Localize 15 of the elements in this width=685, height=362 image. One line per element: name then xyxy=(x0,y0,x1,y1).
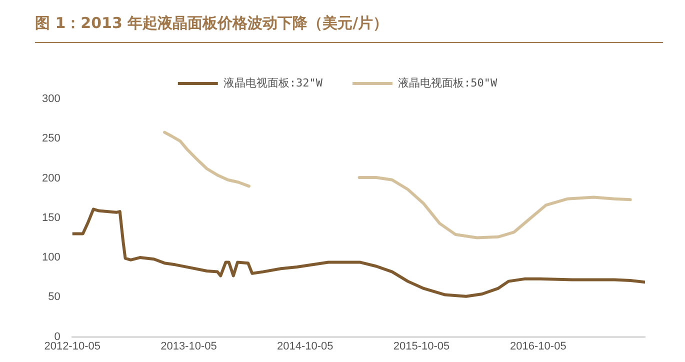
x-tick-label: 2013-10-05 xyxy=(160,340,217,352)
y-tick-label: 300 xyxy=(42,93,60,106)
y-tick-label: 200 xyxy=(42,172,60,184)
x-tick-label: 2016-10-05 xyxy=(510,340,566,352)
y-tick-label: 0 xyxy=(54,330,60,343)
y-tick-label: 250 xyxy=(42,132,60,145)
x-tick-label: 2015-10-05 xyxy=(393,340,450,352)
y-tick-label: 50 xyxy=(48,291,60,304)
x-tick-label: 2014-10-05 xyxy=(276,340,334,352)
legend-label: 液晶电视面板:32"W xyxy=(223,76,323,90)
x-tick-label: 2012-10-05 xyxy=(44,340,100,352)
chart-title: 图 1：2013 年起液晶面板价格波动下降（美元/片） xyxy=(35,14,388,33)
legend-label: 液晶电视面板:50"W xyxy=(398,76,498,90)
y-tick-label: 100 xyxy=(42,252,60,264)
y-tick-label: 150 xyxy=(42,212,60,224)
